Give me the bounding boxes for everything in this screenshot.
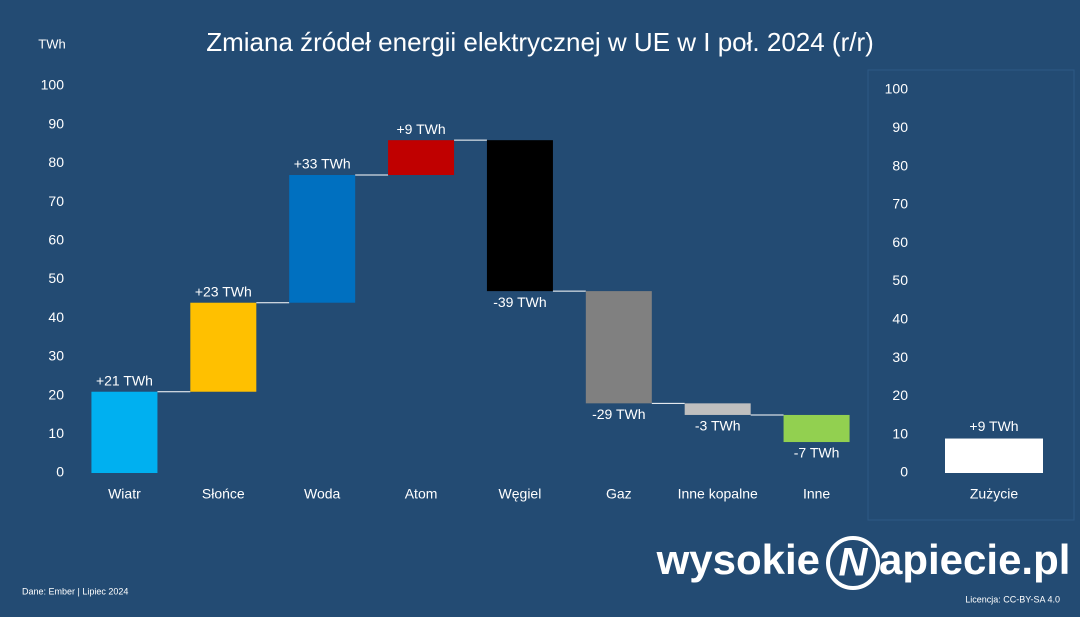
x-tick-label: Wiatr	[108, 486, 141, 502]
y-tick-label: 70	[48, 193, 64, 209]
y-tick-label: 10	[48, 425, 64, 441]
license: Licencja: CC-BY-SA 4.0	[965, 594, 1060, 604]
y-tick-label: 70	[892, 196, 908, 212]
x-tick-label: Słońce	[202, 486, 245, 502]
value-label: -39 TWh	[493, 294, 546, 310]
value-label: +21 TWh	[96, 372, 153, 388]
value-label: -3 TWh	[695, 418, 741, 434]
x-tick-label: Gaz	[606, 486, 632, 502]
value-label: +9 TWh	[969, 418, 1018, 434]
chart-title: Zmiana źródeł energii elektrycznej w UE …	[206, 27, 874, 57]
bar	[289, 175, 356, 303]
y-tick-label: 80	[892, 157, 908, 173]
y-tick-label: 90	[892, 119, 908, 135]
y-tick-label: 50	[48, 270, 64, 286]
bar	[585, 291, 652, 404]
logo-right: apiecie.pl	[879, 536, 1070, 583]
y-axis-label: TWh	[38, 36, 65, 51]
panel-frame	[867, 69, 1075, 521]
y-tick-label: 10	[892, 425, 908, 441]
value-label: +23 TWh	[195, 283, 252, 299]
y-tick-label: 0	[900, 464, 908, 480]
y-tick-label: 60	[48, 232, 64, 248]
y-tick-label: 90	[48, 115, 64, 131]
value-label: +33 TWh	[294, 156, 351, 172]
x-tick-label: Inne	[803, 486, 830, 502]
y-tick-label: 100	[41, 77, 65, 93]
value-label: +9 TWh	[396, 121, 445, 137]
logo-circle	[826, 536, 880, 590]
bar	[684, 403, 751, 415]
bar	[486, 140, 553, 292]
y-tick-label: 30	[48, 348, 64, 364]
y-tick-label: 40	[892, 311, 908, 327]
source: Dane: Ember | Lipiec 2024	[22, 586, 128, 596]
y-tick-label: 100	[885, 81, 909, 97]
x-tick-label: Zużycie	[970, 486, 1018, 502]
logo-mark: N	[839, 541, 869, 585]
y-tick-label: 20	[48, 386, 64, 402]
value-label: -29 TWh	[592, 406, 645, 422]
bar	[945, 438, 1043, 473]
x-tick-label: Węgiel	[499, 486, 542, 502]
y-tick-label: 80	[48, 154, 64, 170]
bar	[783, 414, 850, 443]
x-tick-label: Woda	[304, 486, 341, 502]
bar	[91, 391, 158, 473]
y-tick-label: 50	[892, 272, 908, 288]
y-tick-label: 60	[892, 234, 908, 250]
y-tick-label: 40	[48, 309, 64, 325]
y-tick-label: 0	[56, 464, 64, 480]
x-tick-label: Inne kopalne	[678, 486, 758, 502]
bar	[388, 140, 455, 176]
x-tick-label: Atom	[405, 486, 438, 502]
y-tick-label: 30	[892, 349, 908, 365]
value-label: -7 TWh	[794, 445, 840, 461]
bar	[190, 302, 257, 392]
y-tick-label: 20	[892, 387, 908, 403]
logo-left: wysokie	[656, 536, 820, 583]
